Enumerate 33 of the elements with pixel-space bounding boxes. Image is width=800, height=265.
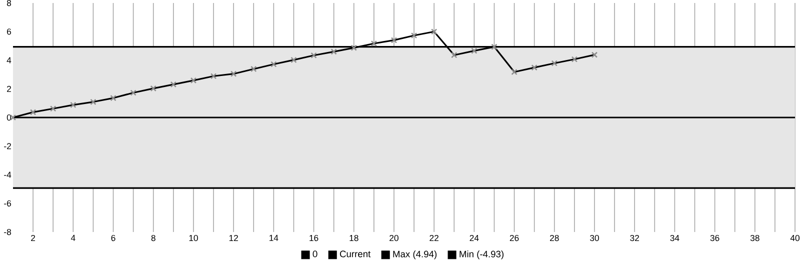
x-tick-label: 40 [790,234,800,242]
x-tick-label: 38 [750,234,760,242]
x-tick-label: 24 [470,234,479,241]
y-tick-label: 8 [6,0,12,6]
y-tick-label: -2 [4,143,11,150]
y-tick-label: 6 [7,28,12,35]
x-tick-label: 28 [550,234,559,242]
x-tick-label: 6 [111,234,116,242]
y-tick-label: 0 [6,114,12,121]
y-tick-label: -6 [4,200,12,206]
x-tick-label: 20 [390,234,398,242]
x-tick-label: 18 [350,234,358,242]
x-tick-label: 34 [670,234,680,242]
x-tick-label: 16 [310,234,318,242]
x-tick-label: 10 [189,234,198,242]
x-tick-label: 2 [31,234,36,241]
x-tick-label: 4 [70,234,76,241]
y-tick-label: -8 [4,228,12,236]
x-tick-label: 12 [229,234,238,241]
x-tick-label: 26 [510,234,519,242]
legend-label: 0 [312,250,318,258]
x-tick-label: 14 [270,234,278,241]
legend-label: Min (-4.93) [460,250,504,260]
x-tick-label: 22 [430,234,438,241]
y-tick-label: 4 [6,57,12,64]
x-tick-label: 36 [710,234,720,242]
x-tick-label: 32 [630,234,639,242]
x-tick-label: 8 [151,234,156,242]
y-tick-label: -4 [4,172,12,178]
x-tick-label: 30 [590,234,599,242]
legend-label: Max (4.94) [393,250,437,260]
legend-label: Current [340,250,371,258]
y-tick-label: 2 [7,86,11,92]
